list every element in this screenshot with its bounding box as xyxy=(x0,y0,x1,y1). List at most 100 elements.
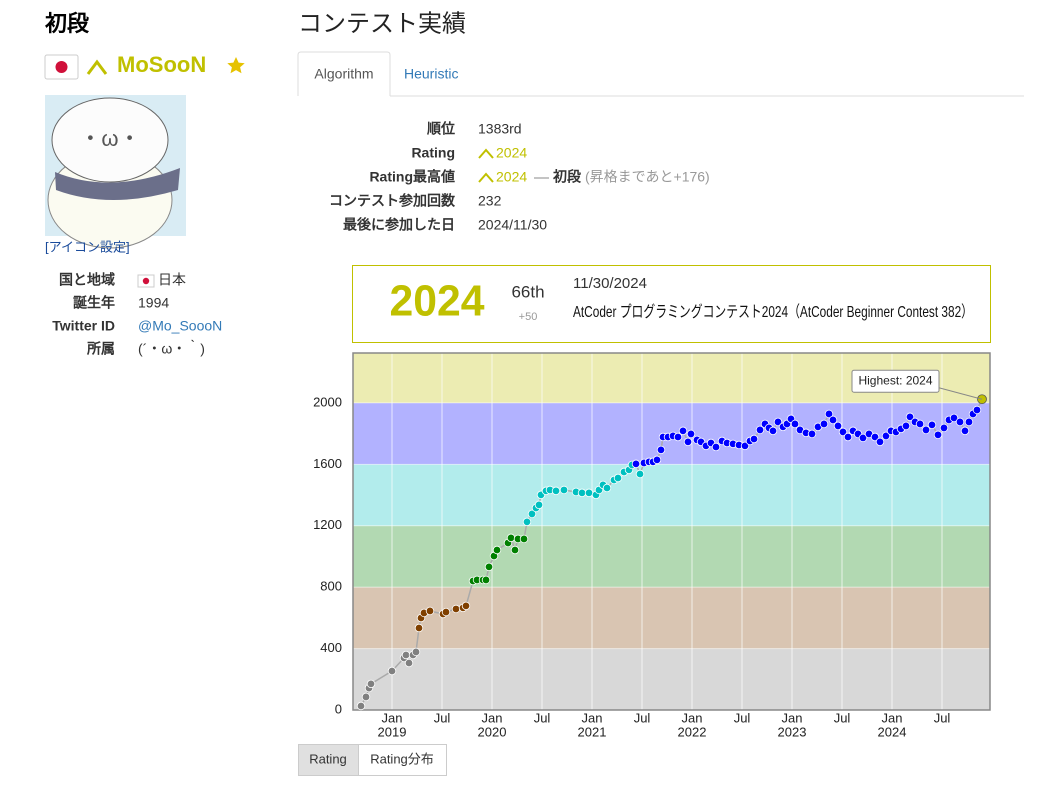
rating-point[interactable] xyxy=(843,432,853,442)
profile-value: 1994 xyxy=(138,295,169,311)
annotation: Highest: 2024 xyxy=(858,373,932,387)
rating-point[interactable] xyxy=(387,666,397,676)
rating-point[interactable] xyxy=(635,469,645,479)
rating-point[interactable] xyxy=(838,427,848,437)
rating-point[interactable] xyxy=(414,623,424,633)
button[interactable]: Rating xyxy=(309,751,347,766)
rating-point[interactable] xyxy=(527,509,537,519)
rating-point[interactable] xyxy=(411,647,421,657)
rating-point[interactable] xyxy=(915,419,925,429)
plot-border xyxy=(352,352,991,711)
rating-point[interactable] xyxy=(678,426,688,436)
profile-label: 所属 xyxy=(86,341,115,357)
rating-point[interactable] xyxy=(451,604,461,614)
avatar: ・ω・ xyxy=(45,95,186,249)
rating-point[interactable] xyxy=(749,434,759,444)
rating-band xyxy=(353,648,990,710)
rating-point[interactable] xyxy=(404,658,414,668)
icon-setting-link[interactable]: [アイコン設定] xyxy=(45,239,130,254)
rating-point[interactable] xyxy=(602,483,612,493)
rating-point[interactable] xyxy=(939,423,949,433)
tab[interactable]: Algorithm xyxy=(314,66,373,82)
contest-place: 66th xyxy=(511,282,544,301)
x-tick-label: Jul xyxy=(834,710,851,725)
rating-point[interactable] xyxy=(559,485,569,495)
rating-point[interactable] xyxy=(807,429,817,439)
tab[interactable]: Heuristic xyxy=(404,66,458,82)
rating-point[interactable] xyxy=(960,426,970,436)
rating-point[interactable] xyxy=(461,601,471,611)
rating-point[interactable] xyxy=(905,412,915,422)
rating-point[interactable] xyxy=(768,426,778,436)
rating-point[interactable] xyxy=(790,419,800,429)
profile-label: Twitter ID xyxy=(52,318,115,334)
rating-point[interactable] xyxy=(858,433,868,443)
flag-icon xyxy=(44,54,79,80)
y-tick-label: 1200 xyxy=(313,517,342,532)
rating-point[interactable] xyxy=(534,500,544,510)
rating-point[interactable] xyxy=(972,405,982,415)
rating-point[interactable] xyxy=(949,413,959,423)
rating-point[interactable] xyxy=(824,409,834,419)
stat-value: 2024/11/30 xyxy=(478,217,547,233)
button[interactable]: Rating分布 xyxy=(370,751,434,766)
rating-chart: Jan Jul Jan Jul Jan Jul Jan Jul Jan Jul Jan Jul 2019… xyxy=(313,352,991,739)
plot-area xyxy=(353,353,990,710)
dan-title: 初段 xyxy=(44,11,90,36)
star-icon xyxy=(227,57,245,74)
profile-value: 日本 xyxy=(158,272,186,288)
rating-point[interactable] xyxy=(773,417,783,427)
rating-point[interactable] xyxy=(356,701,366,711)
rating-point[interactable] xyxy=(755,425,765,435)
rating-point[interactable] xyxy=(819,419,829,429)
rating-point[interactable] xyxy=(631,459,641,469)
rating-point[interactable] xyxy=(519,534,529,544)
rating-point[interactable] xyxy=(584,488,594,498)
y-tick-label: 0 xyxy=(335,701,342,716)
rating-point[interactable] xyxy=(673,432,683,442)
rating-point[interactable] xyxy=(711,442,721,452)
rating-point[interactable] xyxy=(492,545,502,555)
rating-point[interactable] xyxy=(425,606,435,616)
username[interactable]: MoSooN xyxy=(117,52,206,77)
rating-point[interactable] xyxy=(361,692,371,702)
rating-point[interactable] xyxy=(481,575,491,585)
rating-point[interactable] xyxy=(833,421,843,431)
profile-value[interactable]: @Mo_SoooN xyxy=(138,318,222,334)
rating-point[interactable] xyxy=(740,441,750,451)
rating-point[interactable] xyxy=(828,415,838,425)
rating-point[interactable] xyxy=(506,533,516,543)
x-tick-label: Jan xyxy=(882,710,903,725)
rating-point[interactable] xyxy=(927,420,937,430)
rating-point[interactable] xyxy=(577,488,587,498)
rating-point[interactable] xyxy=(964,417,974,427)
svg-text:・ω・: ・ω・ xyxy=(79,126,140,151)
rating-point[interactable] xyxy=(510,545,520,555)
rating-point[interactable] xyxy=(366,679,376,689)
y-tick-label: 1600 xyxy=(313,456,342,471)
button-bg xyxy=(298,744,359,776)
rating-point[interactable] xyxy=(656,445,666,455)
rating-point[interactable] xyxy=(955,417,965,427)
rating-point[interactable] xyxy=(901,421,911,431)
rating-band xyxy=(353,525,990,588)
rating-point[interactable] xyxy=(522,517,532,527)
rating-point[interactable] xyxy=(921,425,931,435)
x-tick-label: Jul xyxy=(734,710,751,725)
rating-point[interactable] xyxy=(686,429,696,439)
rating-point[interactable] xyxy=(683,437,693,447)
x-tick-label: Jul xyxy=(934,710,951,725)
rating-point[interactable] xyxy=(441,607,451,617)
rating-point[interactable] xyxy=(870,432,880,442)
y-tick-label: 2000 xyxy=(313,394,342,409)
rating-point[interactable] xyxy=(652,455,662,465)
stat-label: コンテスト参加回数 xyxy=(329,193,456,209)
rating-point[interactable] xyxy=(933,430,943,440)
rating-point[interactable] xyxy=(401,650,411,660)
rating-point[interactable] xyxy=(551,486,561,496)
rating-point[interactable] xyxy=(613,473,623,483)
rating-point[interactable] xyxy=(875,437,885,447)
rating-point[interactable] xyxy=(484,562,494,572)
x-year-label: 2022 xyxy=(678,724,707,739)
rating-point[interactable] xyxy=(881,431,891,441)
